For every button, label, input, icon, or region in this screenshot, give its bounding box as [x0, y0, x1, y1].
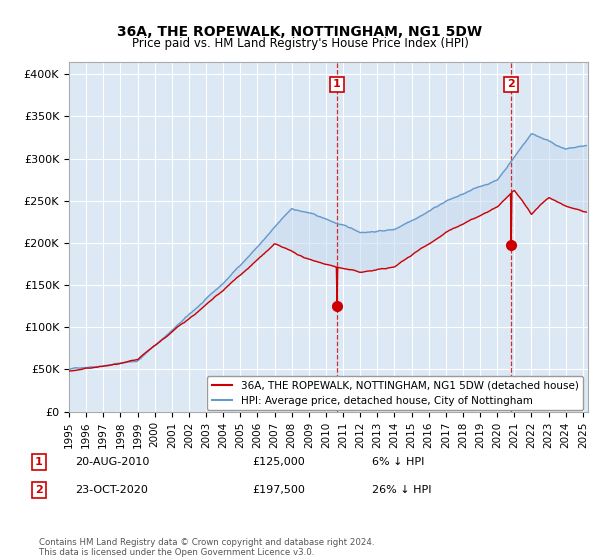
- Text: 1: 1: [35, 457, 43, 467]
- Text: £125,000: £125,000: [252, 457, 305, 467]
- Text: 26% ↓ HPI: 26% ↓ HPI: [372, 485, 431, 495]
- Text: 36A, THE ROPEWALK, NOTTINGHAM, NG1 5DW: 36A, THE ROPEWALK, NOTTINGHAM, NG1 5DW: [118, 25, 482, 39]
- Text: 2: 2: [35, 485, 43, 495]
- Text: 1: 1: [333, 80, 341, 90]
- Text: 6% ↓ HPI: 6% ↓ HPI: [372, 457, 424, 467]
- Legend: 36A, THE ROPEWALK, NOTTINGHAM, NG1 5DW (detached house), HPI: Average price, det: 36A, THE ROPEWALK, NOTTINGHAM, NG1 5DW (…: [208, 376, 583, 410]
- Text: 20-AUG-2010: 20-AUG-2010: [75, 457, 149, 467]
- Text: £197,500: £197,500: [252, 485, 305, 495]
- Text: Contains HM Land Registry data © Crown copyright and database right 2024.
This d: Contains HM Land Registry data © Crown c…: [39, 538, 374, 557]
- Text: 2: 2: [507, 80, 515, 90]
- Text: 23-OCT-2020: 23-OCT-2020: [75, 485, 148, 495]
- Text: Price paid vs. HM Land Registry's House Price Index (HPI): Price paid vs. HM Land Registry's House …: [131, 37, 469, 50]
